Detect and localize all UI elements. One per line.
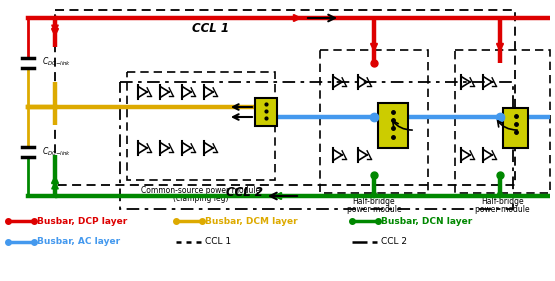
Bar: [255, 98, 277, 126]
Text: power module: power module: [475, 205, 530, 214]
Text: (clamping leg): (clamping leg): [173, 194, 229, 203]
Text: $C_{DC\mathsf{-}link}$: $C_{DC\mathsf{-}link}$: [42, 56, 71, 68]
Bar: [120, 82, 513, 209]
Text: CCL 2: CCL 2: [226, 185, 264, 198]
Bar: [55, 10, 515, 185]
Text: CCL 1: CCL 1: [191, 22, 229, 35]
Text: CCL 2: CCL 2: [381, 237, 407, 246]
Text: power module: power module: [347, 205, 401, 214]
Text: Half-bridge: Half-bridge: [352, 197, 395, 206]
Text: Common-source power module: Common-source power module: [142, 186, 261, 195]
Bar: [378, 103, 408, 148]
Text: Half-bridge: Half-bridge: [481, 197, 524, 206]
Text: $C_{DC\mathsf{-}link}$: $C_{DC\mathsf{-}link}$: [42, 146, 71, 158]
Text: CCL 1: CCL 1: [205, 237, 231, 246]
Bar: [503, 108, 528, 148]
Text: Busbar, DCM layer: Busbar, DCM layer: [205, 216, 297, 225]
Text: Busbar, DCN layer: Busbar, DCN layer: [381, 216, 472, 225]
Bar: [127, 72, 275, 180]
Text: Busbar, DCP layer: Busbar, DCP layer: [37, 216, 127, 225]
Text: Busbar, AC layer: Busbar, AC layer: [37, 237, 120, 246]
Bar: [320, 50, 428, 193]
Bar: [455, 50, 550, 193]
